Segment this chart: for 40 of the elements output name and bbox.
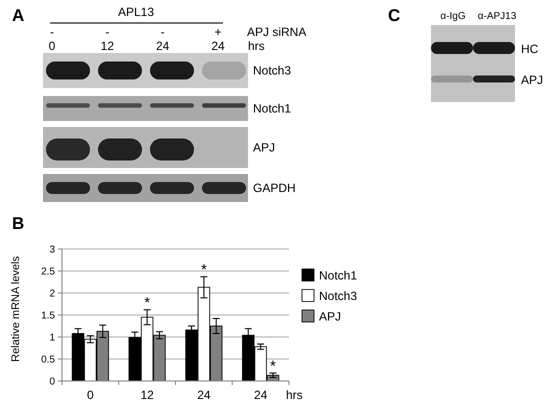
- category-label: α-APJ13: [478, 11, 517, 22]
- x-tick-label: 24: [197, 388, 211, 402]
- y-tick-label: 3: [49, 244, 56, 256]
- y-tick-label: 1.5: [41, 310, 56, 322]
- category-label: 24: [156, 39, 170, 53]
- text: -: [105, 25, 110, 39]
- category-label: 24: [211, 39, 225, 53]
- annotation: *: [144, 294, 150, 312]
- text: -: [160, 25, 165, 39]
- category-label: α-IgG: [440, 11, 466, 22]
- y-tick-label: 2: [49, 288, 56, 300]
- y-tick-label: 0: [49, 376, 56, 388]
- legend-label: APJ: [319, 310, 342, 324]
- x-tick-label: 24: [254, 388, 268, 402]
- text: hrs: [248, 39, 265, 53]
- text: +: [214, 25, 222, 39]
- category-label: HC: [521, 42, 538, 56]
- annotation: *: [270, 358, 276, 376]
- category-label: Notch3: [253, 64, 292, 78]
- category-label: APJ: [253, 140, 276, 154]
- text: APL13: [118, 5, 154, 19]
- y-tick-label: 0.5: [41, 354, 56, 366]
- text: -: [50, 25, 54, 39]
- legend-label: Notch3: [319, 289, 358, 303]
- category-label: Notch1: [253, 102, 292, 116]
- annotation: *: [200, 262, 207, 279]
- x-axis-title: hrs: [286, 388, 303, 402]
- text: APJ siRNA: [247, 25, 306, 39]
- y-tick-label: 2.5: [41, 266, 56, 278]
- x-tick-label: 0: [87, 388, 94, 402]
- text: C: [388, 6, 400, 25]
- y-tick-label: 1: [49, 332, 56, 344]
- text: A: [12, 6, 24, 25]
- category-label: 12: [100, 39, 114, 53]
- category-label: APJ: [521, 73, 544, 87]
- category-label: GAPDH: [253, 181, 296, 195]
- legend-label: Notch1: [319, 268, 358, 282]
- y-axis-title: Relative mRNA levels: [10, 256, 22, 362]
- chart-title: B: [12, 214, 24, 233]
- x-tick-label: 12: [140, 388, 154, 402]
